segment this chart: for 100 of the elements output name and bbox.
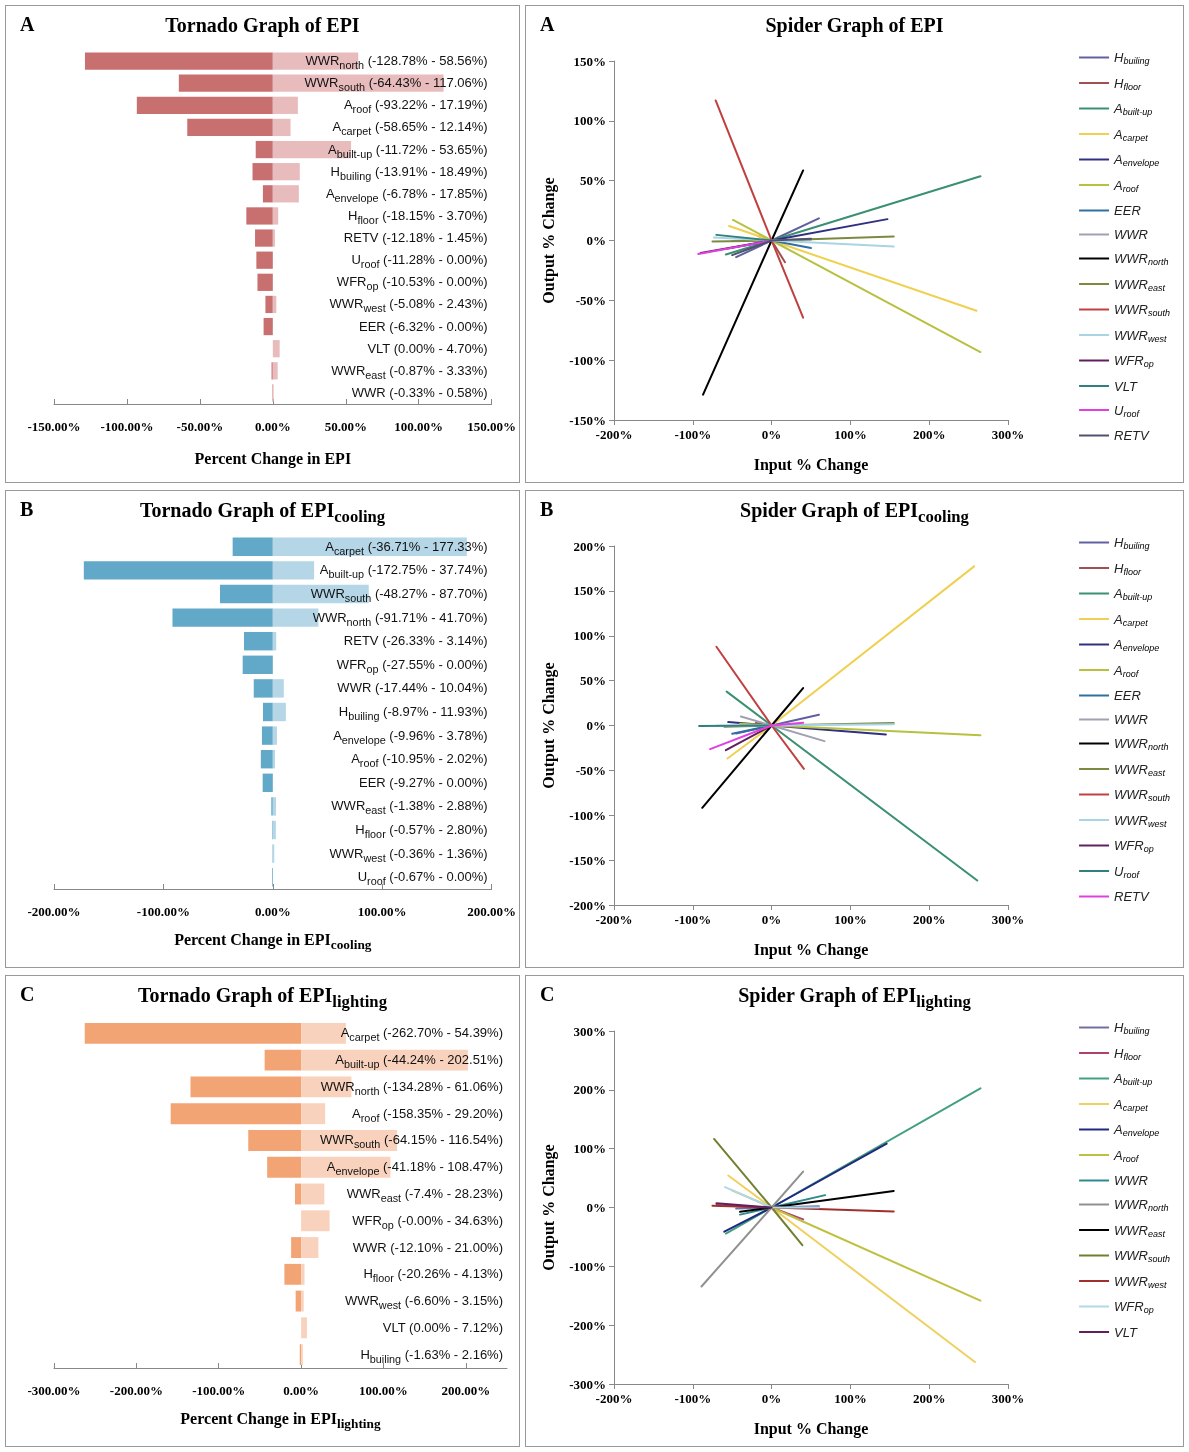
x-tick-label: 100.00%: [359, 1383, 408, 1398]
y-tick-label: 200%: [573, 538, 606, 554]
text: C: [20, 983, 35, 1005]
y-tick-label: WWR (-17.44% - 10.04%): [337, 679, 488, 698]
y-tick-label: A$_{envelope}$ (-6.78% - 17.85%): [325, 184, 488, 206]
y-tick-label: A$_{roof}$ (-10.95% - 2.02%): [351, 750, 488, 771]
y-tick-label: WWR$_{east}$ (-0.87% - 3.33%): [331, 361, 488, 383]
x-tick-label: -100%: [674, 1391, 712, 1406]
y-tick-label: H$_{builing}$ (-1.63% - 2.16%): [360, 1345, 503, 1367]
y-tick-label: VLT (0.00% - 7.12%): [382, 1318, 503, 1337]
text: C: [540, 983, 555, 1005]
x-tick-label: -200.00%: [27, 904, 81, 919]
y-tick-label: -150%: [569, 852, 606, 868]
legend-label: WWR: [1114, 1173, 1148, 1188]
legend-label: WWR: [1114, 712, 1148, 727]
y-tick-label: 0%: [586, 1200, 606, 1215]
y-tick-label: 300%: [573, 1023, 606, 1039]
x-tick-label: 200%: [912, 427, 946, 442]
x-axis-title: Percent Change in EPI: [193, 450, 353, 468]
x-tick-label: 0.00%: [283, 1383, 319, 1398]
y-tick-label: WWR$_{south}$ (-48.27% - 87.70%): [310, 585, 488, 606]
x-tick-label: 100%: [834, 1391, 867, 1406]
y-tick-label: WWR$_{south}$ (-64.15% - 116.54%): [319, 1131, 503, 1153]
y-tick-label: WFR$_{op}$ (-10.53% - 0.00%): [336, 273, 488, 294]
y-tick-label: U$_{roof}$ (-0.67% - 0.00%): [357, 868, 488, 889]
x-tick-label: -150.00%: [27, 419, 81, 434]
text: A: [540, 13, 555, 35]
y-tick-label: A$_{carpet}$ (-58.65% - 12.14%): [332, 118, 488, 140]
x-tick-label: 300%: [991, 427, 1025, 442]
x-tick-label: 200.00%: [441, 1383, 491, 1398]
y-tick-label: WWR$_{east}$ (-1.38% - 2.88%): [331, 797, 488, 818]
y-tick-label: 100%: [573, 1141, 606, 1157]
x-tick-label: 0%: [761, 1391, 782, 1406]
x-tick-label: -50.00%: [176, 419, 224, 434]
x-tick-label: 200%: [912, 1391, 946, 1406]
y-tick-label: H$_{floor}$ (-0.57% - 2.80%): [355, 821, 488, 842]
chart-title: Spider Graph of EPI$_{lighting}$: [738, 984, 971, 1011]
y-tick-label: WWR$_{north}$ (-91.71% - 41.70%): [312, 608, 488, 630]
x-tick-label: 200.00%: [467, 904, 516, 919]
y-tick-label: WWR (-12.10% - 21.00%): [352, 1238, 503, 1257]
y-tick-label: 100%: [573, 113, 606, 129]
x-axis-title: Input % Change: [753, 940, 869, 959]
y-tick-label: A$_{built-up}$ (-11.72% - 53.65%): [328, 140, 488, 162]
y-tick-label: A$_{carpet}$ (-36.71% - 177.33%): [325, 537, 488, 559]
x-tick-label: 100.00%: [394, 419, 444, 434]
legend-label: EER: [1114, 203, 1141, 218]
y-tick-label: 0%: [586, 233, 606, 248]
y-tick-label: WWR$_{west}$ (-6.60% - 3.15%): [344, 1292, 503, 1313]
y-axis-title: Output % Change: [539, 1144, 558, 1271]
text: B: [20, 498, 34, 520]
chart-title: Spider Graph of EPI: [765, 14, 944, 36]
y-tick-label: 150%: [573, 53, 606, 69]
y-tick-label: A$_{roof}$ (-158.35% - 29.20%): [352, 1104, 503, 1126]
x-tick-label: 100.00%: [357, 904, 407, 919]
y-tick-label: 50%: [580, 673, 606, 689]
x-tick-label: 300%: [991, 1391, 1025, 1406]
legend-label: RETV: [1114, 428, 1151, 443]
x-tick-label: 50.00%: [324, 419, 367, 434]
y-tick-label: WWR (-0.33% - 0.58%): [351, 383, 488, 402]
y-tick-label: A$_{built-up}$ (-44.24% - 202.51%): [335, 1051, 503, 1072]
x-axis-title: Input % Change: [753, 1419, 869, 1438]
x-tick-label: 200%: [912, 912, 946, 927]
y-tick-label: U$_{roof}$ (-11.28% - 0.00%): [351, 251, 488, 272]
y-tick-label: -150%: [569, 412, 606, 428]
y-tick-label: -100%: [569, 807, 606, 823]
y-tick-label: RETV (-26.33% - 3.14%): [343, 632, 488, 651]
legend-label: EER: [1114, 688, 1141, 703]
y-tick-label: EER (-9.27% - 0.00%): [359, 773, 488, 792]
x-tick-label: 0%: [761, 912, 782, 927]
x-tick-label: 150.00%: [467, 419, 516, 434]
y-tick-label: 200%: [573, 1082, 606, 1098]
y-tick-label: WWR$_{east}$ (-7.4% - 28.23%): [346, 1185, 503, 1206]
y-tick-label: H$_{builing}$ (-13.91% - 18.49%): [330, 162, 488, 184]
y-tick-label: -50%: [575, 292, 606, 308]
y-tick-label: WWR$_{south}$ (-64.43% - 117.06%): [304, 74, 488, 95]
x-tick-label: 0.00%: [254, 419, 291, 434]
x-tick-label: -100.00%: [136, 904, 190, 919]
y-tick-label: WFR$_{op}$ (-0.00% - 34.63%): [352, 1211, 503, 1233]
x-tick-label: -100%: [674, 912, 712, 927]
chart-title: Spider Graph of EPI$_{cooling}$: [740, 499, 969, 526]
y-tick-label: WFR$_{op}$ (-27.55% - 0.00%): [336, 655, 488, 677]
legend-label: VLT: [1114, 1324, 1138, 1340]
y-tick-label: WWR$_{west}$ (-5.08% - 2.43%): [329, 295, 488, 317]
x-tick-label: 0%: [761, 427, 782, 442]
y-tick-label: WWR$_{north}$ (-134.28% - 61.06%): [320, 1077, 503, 1099]
y-tick-label: VLT (0.00% - 4.70%): [367, 339, 488, 358]
x-tick-label: -100.00%: [100, 419, 154, 434]
x-tick-label: 100%: [834, 912, 867, 927]
y-tick-label: A$_{envelope}$ (-9.96% - 3.78%): [333, 726, 488, 748]
y-tick-label: -50%: [575, 762, 606, 778]
y-tick-label: A$_{carpet}$ (-262.70% - 54.39%): [340, 1024, 503, 1045]
y-tick-label: H$_{floor}$ (-20.26% - 4.13%): [363, 1265, 503, 1286]
y-tick-label: A$_{roof}$ (-93.22% - 17.19%): [343, 96, 488, 117]
y-tick-label: WWR$_{west}$ (-0.36% - 1.36%): [329, 844, 488, 866]
y-tick-label: 150%: [573, 583, 606, 599]
text: B: [540, 498, 554, 520]
x-tick-label: 0.00%: [254, 904, 291, 919]
x-tick-label: -300.00%: [27, 1383, 81, 1398]
y-tick-label: -100%: [569, 1258, 606, 1274]
legend-label: RETV: [1114, 889, 1151, 904]
